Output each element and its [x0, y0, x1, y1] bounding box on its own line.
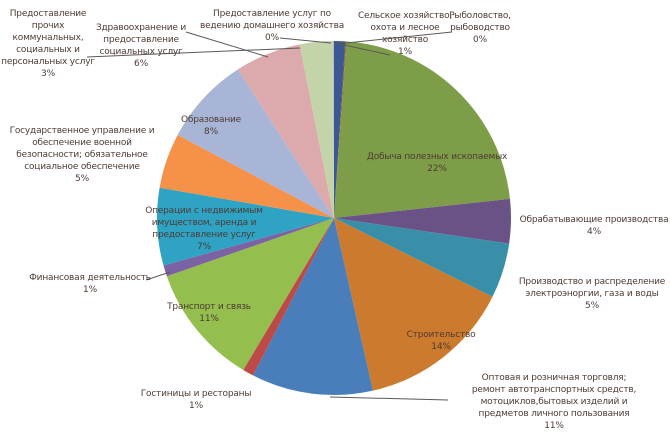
pie-slice-15[interactable] — [333, 40, 334, 219]
pie-slice-1[interactable] — [334, 41, 347, 218]
leader-line-4 — [336, 31, 453, 45]
pie-slice-13[interactable] — [237, 44, 334, 218]
leader-line-5 — [329, 396, 449, 401]
pie-slice-0[interactable] — [334, 41, 346, 218]
pie-slice-11[interactable] — [159, 134, 334, 218]
pie-slice-3[interactable] — [334, 198, 511, 244]
pie-slice-8[interactable] — [166, 218, 334, 370]
pie-slice-9[interactable] — [163, 218, 335, 277]
leader-line-2 — [279, 37, 332, 44]
pie-slice-7[interactable] — [243, 218, 334, 376]
pie-slice-4[interactable] — [334, 218, 510, 297]
leader-line-6 — [145, 271, 171, 281]
leader-line-3 — [334, 42, 391, 56]
pie-slice-6[interactable] — [253, 218, 373, 396]
pie-slice-2[interactable] — [334, 41, 510, 218]
leader-line-1 — [185, 31, 269, 58]
pie-slice-12[interactable] — [177, 69, 334, 219]
pie-slice-10[interactable] — [156, 187, 334, 266]
pie-slice-5[interactable] — [334, 218, 493, 391]
pie-slice-14[interactable] — [299, 41, 334, 218]
leader-line-0 — [86, 47, 301, 58]
